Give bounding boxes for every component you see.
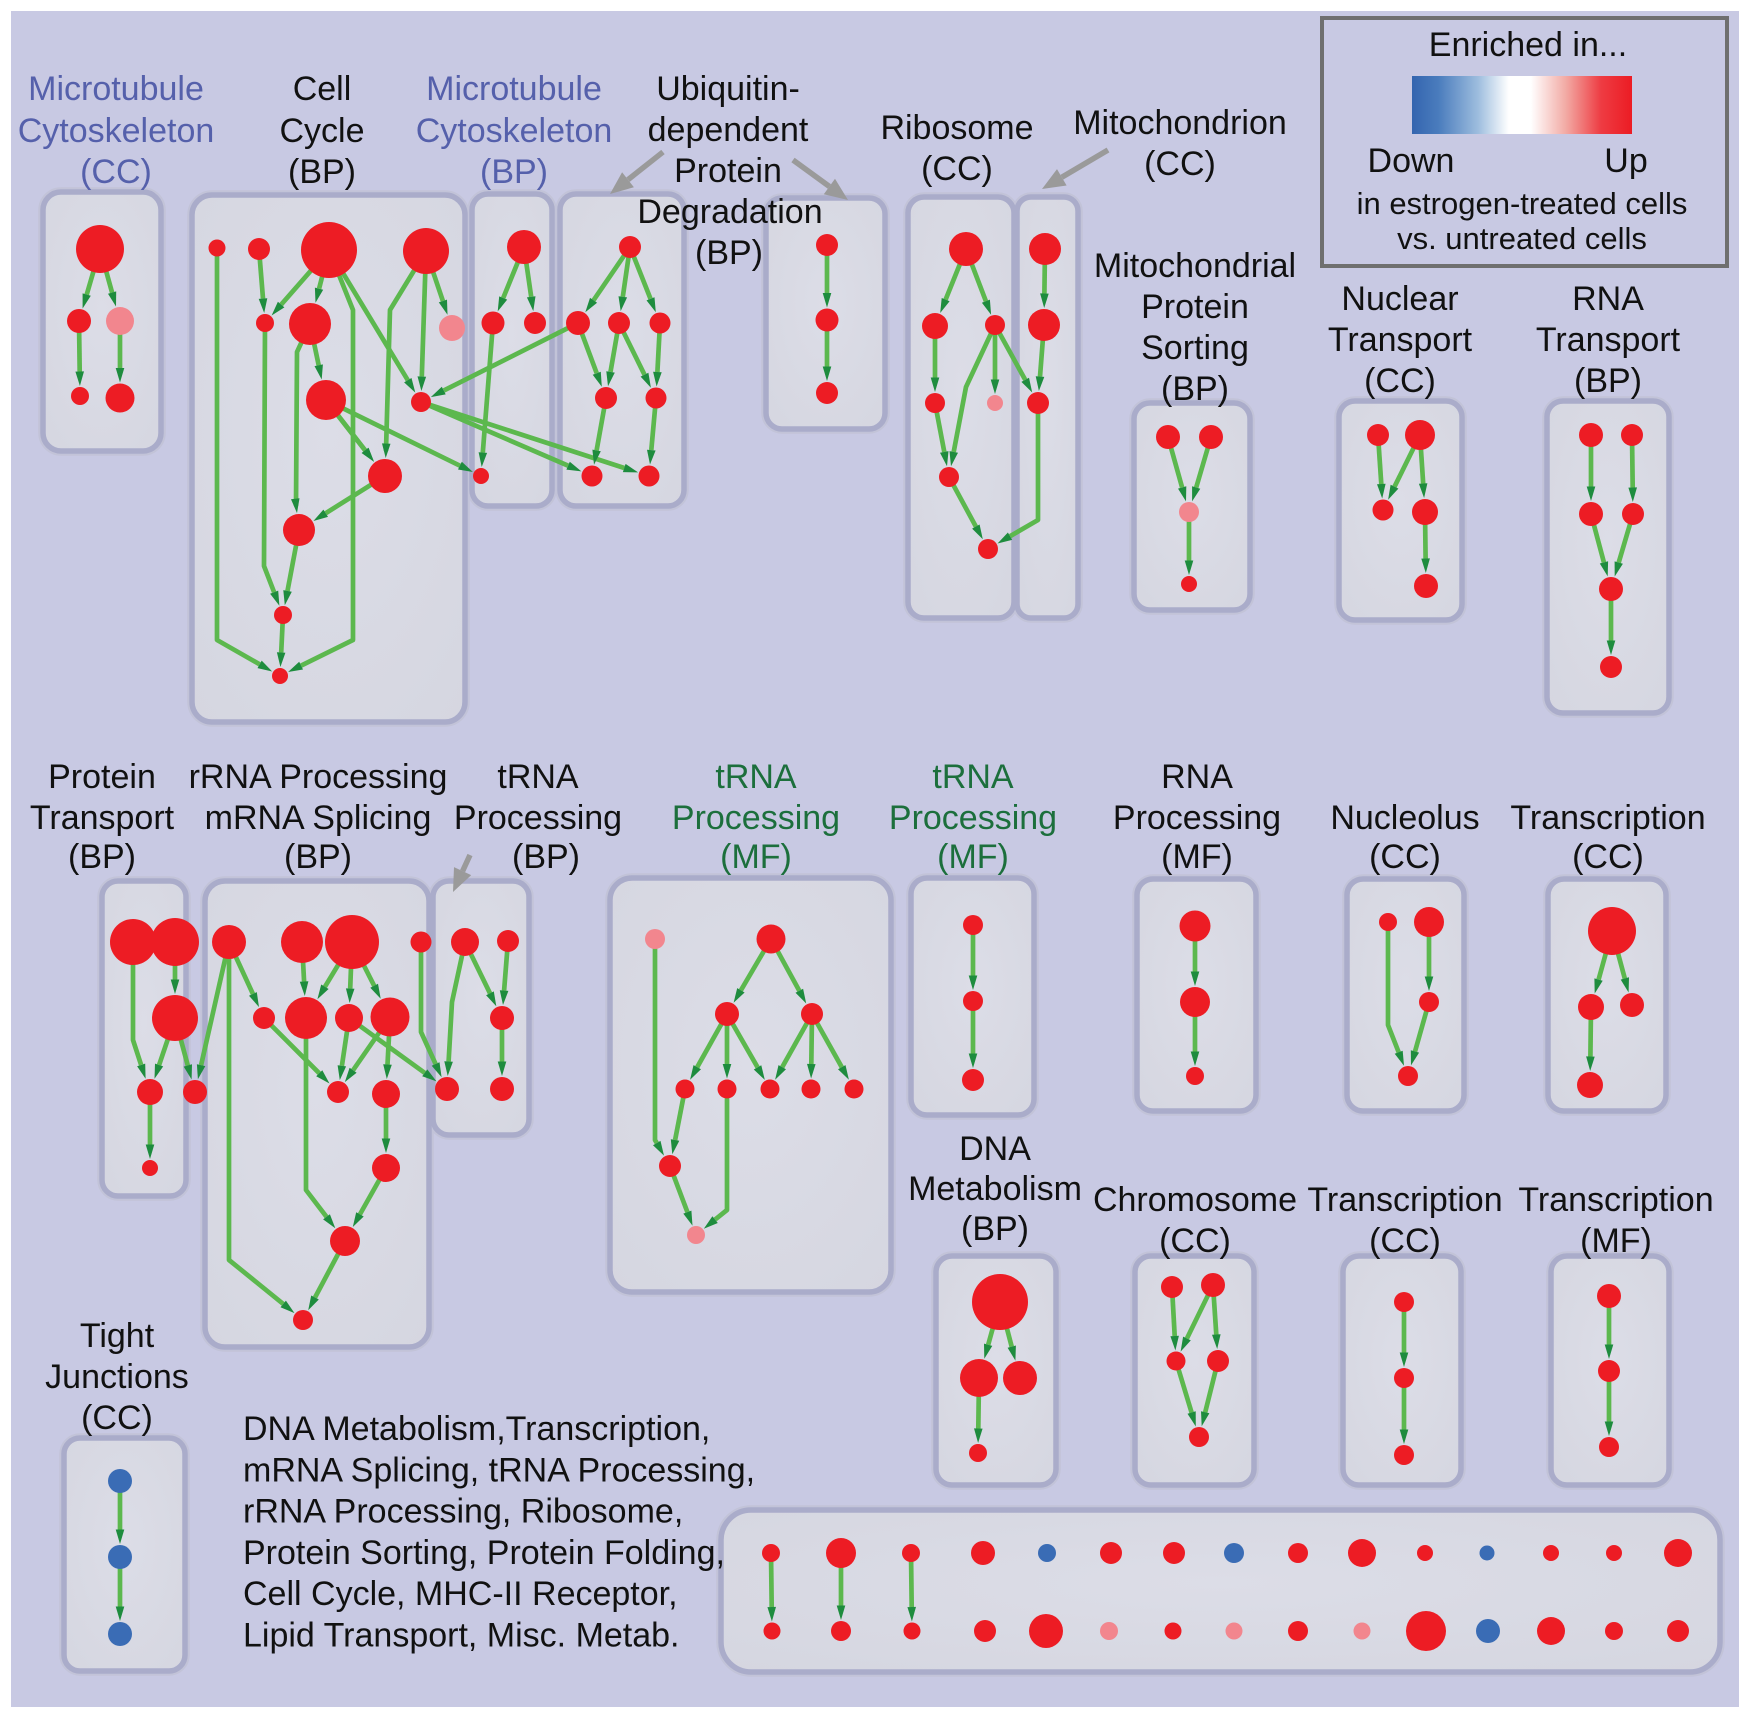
svg-text:Metabolism: Metabolism (908, 1170, 1082, 1208)
svg-text:RNA: RNA (1572, 280, 1644, 318)
svg-text:(CC): (CC) (1159, 1222, 1231, 1260)
svg-text:Cycle: Cycle (279, 112, 364, 150)
svg-text:DNA Metabolism,Transcription,: DNA Metabolism,Transcription, (243, 1410, 710, 1448)
svg-text:Ubiquitin-: Ubiquitin- (656, 70, 800, 108)
svg-text:Lipid Transport, Misc. Metab.: Lipid Transport, Misc. Metab. (243, 1617, 680, 1655)
svg-text:Tight: Tight (80, 1317, 155, 1355)
svg-text:(CC): (CC) (81, 1399, 153, 1437)
svg-text:(BP): (BP) (284, 838, 352, 876)
svg-text:tRNA: tRNA (932, 758, 1014, 796)
svg-text:(BP): (BP) (695, 234, 763, 272)
svg-text:RNA: RNA (1161, 758, 1233, 796)
svg-text:(BP): (BP) (1574, 362, 1642, 400)
svg-text:Processing: Processing (454, 799, 622, 837)
svg-text:(BP): (BP) (1161, 370, 1229, 408)
svg-text:(CC): (CC) (1369, 1222, 1441, 1260)
svg-text:Cell: Cell (293, 70, 352, 108)
svg-text:(BP): (BP) (512, 838, 580, 876)
svg-text:Chromosome: Chromosome (1093, 1181, 1297, 1219)
svg-text:Protein: Protein (1141, 288, 1249, 326)
svg-text:Cytoskeleton: Cytoskeleton (416, 112, 613, 150)
svg-text:Cell Cycle, MHC-II Receptor,: Cell Cycle, MHC-II Receptor, (243, 1575, 678, 1613)
svg-text:Protein Sorting, Protein Foldi: Protein Sorting, Protein Folding, (243, 1534, 725, 1572)
svg-text:(MF): (MF) (937, 838, 1009, 876)
svg-text:Microtubule: Microtubule (28, 70, 204, 108)
svg-text:Down: Down (1368, 142, 1455, 180)
svg-text:Nuclear: Nuclear (1341, 280, 1458, 318)
svg-text:Transcription: Transcription (1510, 799, 1705, 837)
svg-text:Processing: Processing (672, 799, 840, 837)
svg-text:Degradation: Degradation (637, 193, 822, 231)
svg-text:(MF): (MF) (1580, 1222, 1652, 1260)
svg-text:Ribosome: Ribosome (880, 109, 1033, 147)
svg-text:(BP): (BP) (480, 153, 548, 191)
svg-text:(MF): (MF) (1161, 838, 1233, 876)
svg-text:Processing: Processing (1113, 799, 1281, 837)
svg-text:Cytoskeleton: Cytoskeleton (18, 112, 215, 150)
svg-text:(CC): (CC) (1572, 838, 1644, 876)
svg-text:(BP): (BP) (68, 838, 136, 876)
svg-text:tRNA: tRNA (715, 758, 797, 796)
svg-text:Mitochondrion: Mitochondrion (1073, 104, 1287, 142)
svg-text:Enriched in...: Enriched in... (1429, 26, 1627, 64)
svg-text:(BP): (BP) (961, 1210, 1029, 1248)
svg-text:mRNA Splicing: mRNA Splicing (205, 799, 432, 837)
svg-text:rRNA Processing: rRNA Processing (189, 758, 448, 796)
svg-text:Transcription: Transcription (1307, 1181, 1502, 1219)
svg-text:Up: Up (1604, 142, 1647, 180)
svg-text:Transport: Transport (30, 799, 175, 837)
svg-text:(CC): (CC) (1369, 838, 1441, 876)
svg-text:(CC): (CC) (80, 153, 152, 191)
svg-text:dependent: dependent (648, 111, 809, 149)
svg-text:(CC): (CC) (1364, 362, 1436, 400)
svg-text:Protein: Protein (674, 152, 782, 190)
svg-text:Transport: Transport (1536, 321, 1681, 359)
svg-text:Nucleolus: Nucleolus (1330, 799, 1479, 837)
svg-text:Mitochondrial: Mitochondrial (1094, 247, 1296, 285)
svg-text:(CC): (CC) (1144, 145, 1216, 183)
svg-text:in estrogen-treated cells: in estrogen-treated cells (1357, 186, 1688, 221)
svg-text:Transport: Transport (1328, 321, 1473, 359)
svg-text:Protein: Protein (48, 758, 156, 796)
svg-text:rRNA Processing, Ribosome,: rRNA Processing, Ribosome, (243, 1493, 683, 1531)
svg-text:DNA: DNA (959, 1130, 1031, 1168)
svg-text:Microtubule: Microtubule (426, 70, 602, 108)
svg-text:Transcription: Transcription (1518, 1181, 1713, 1219)
svg-text:Sorting: Sorting (1141, 329, 1249, 367)
svg-text:(BP): (BP) (288, 153, 356, 191)
svg-text:(MF): (MF) (720, 838, 792, 876)
svg-text:mRNA Splicing, tRNA Processing: mRNA Splicing, tRNA Processing, (243, 1451, 755, 1489)
svg-text:tRNA: tRNA (497, 758, 579, 796)
svg-text:(CC): (CC) (921, 150, 993, 188)
svg-text:Junctions: Junctions (45, 1358, 189, 1396)
svg-text:vs. untreated cells: vs. untreated cells (1397, 221, 1647, 256)
svg-text:Processing: Processing (889, 799, 1057, 837)
